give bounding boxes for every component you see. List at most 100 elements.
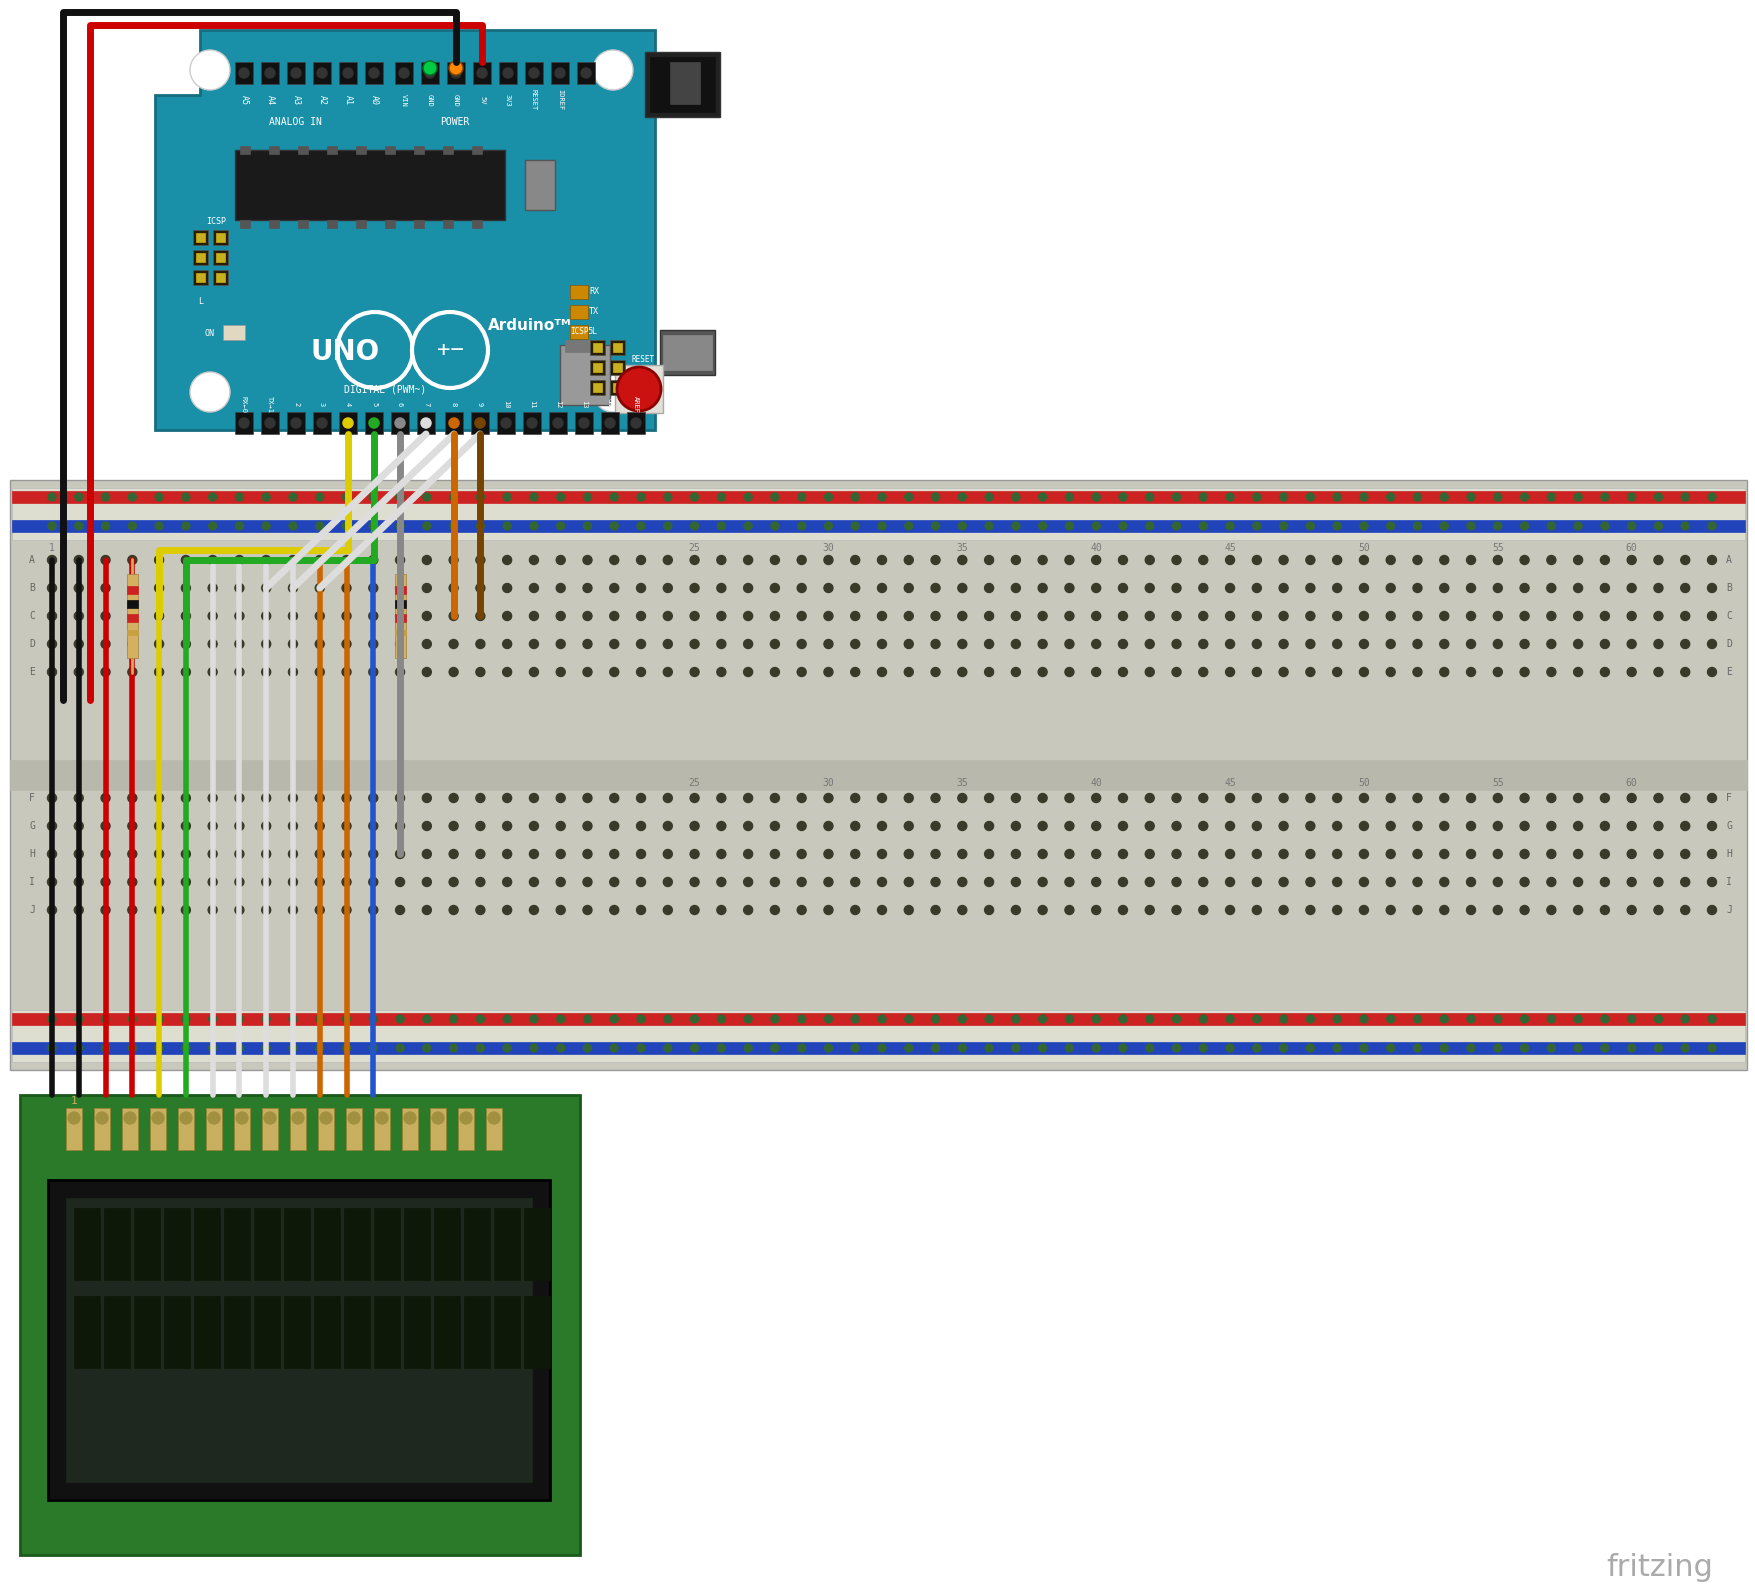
Circle shape (797, 555, 806, 565)
Text: J: J (30, 905, 35, 915)
Circle shape (1172, 793, 1181, 803)
Circle shape (1520, 522, 1529, 530)
Circle shape (904, 640, 913, 648)
Circle shape (1681, 793, 1690, 803)
Circle shape (342, 555, 351, 565)
Circle shape (637, 611, 646, 621)
Circle shape (1172, 584, 1181, 592)
Circle shape (718, 522, 725, 530)
Bar (611, 340, 625, 354)
Circle shape (1467, 640, 1476, 648)
Text: fritzing: fritzing (1606, 1553, 1713, 1583)
Circle shape (342, 611, 351, 621)
Circle shape (1494, 1044, 1502, 1052)
Circle shape (637, 522, 646, 530)
Circle shape (1681, 1044, 1690, 1052)
Circle shape (74, 555, 82, 565)
Circle shape (1011, 849, 1020, 859)
Circle shape (502, 584, 512, 592)
Circle shape (369, 418, 379, 428)
Circle shape (878, 905, 886, 915)
Circle shape (369, 793, 377, 803)
Circle shape (1681, 555, 1690, 565)
Circle shape (1092, 905, 1100, 915)
Circle shape (609, 555, 620, 565)
Circle shape (904, 555, 913, 565)
Circle shape (1279, 905, 1288, 915)
Circle shape (1520, 849, 1529, 859)
Bar (74, 1296, 100, 1368)
Circle shape (342, 849, 351, 859)
Circle shape (1334, 522, 1341, 530)
Circle shape (1172, 905, 1181, 915)
Text: F: F (1727, 793, 1732, 803)
Circle shape (1013, 493, 1020, 501)
Circle shape (878, 849, 886, 859)
Circle shape (128, 878, 137, 886)
Circle shape (235, 640, 244, 648)
Circle shape (825, 522, 832, 530)
Circle shape (985, 878, 993, 886)
Bar (163, 1208, 190, 1280)
Bar (128, 586, 139, 594)
Circle shape (1146, 555, 1155, 565)
Circle shape (261, 1015, 270, 1023)
Circle shape (47, 793, 56, 803)
Circle shape (851, 1015, 860, 1023)
Circle shape (1574, 878, 1583, 886)
Circle shape (460, 1112, 472, 1124)
Circle shape (1494, 1015, 1502, 1023)
Circle shape (637, 640, 646, 648)
Circle shape (316, 584, 325, 592)
Circle shape (1574, 667, 1583, 677)
Circle shape (1653, 640, 1664, 648)
Circle shape (1172, 1015, 1181, 1023)
Circle shape (530, 905, 539, 915)
Circle shape (904, 584, 913, 592)
Circle shape (261, 905, 270, 915)
Circle shape (1413, 493, 1422, 501)
Circle shape (102, 611, 111, 621)
Circle shape (1146, 878, 1155, 886)
Circle shape (1120, 493, 1127, 501)
Circle shape (1574, 849, 1583, 859)
Circle shape (851, 667, 860, 677)
Bar (104, 1296, 130, 1368)
Circle shape (318, 69, 326, 78)
Circle shape (128, 1044, 137, 1052)
Circle shape (851, 493, 860, 501)
Circle shape (1494, 822, 1502, 830)
Circle shape (716, 878, 727, 886)
Bar (391, 412, 409, 434)
Bar (365, 412, 383, 434)
Bar (197, 254, 205, 262)
Circle shape (851, 878, 860, 886)
Circle shape (530, 849, 539, 859)
Bar (470, 412, 490, 434)
Circle shape (1386, 905, 1395, 915)
Circle shape (395, 555, 405, 565)
Circle shape (609, 905, 620, 915)
Circle shape (47, 667, 56, 677)
Circle shape (209, 1015, 216, 1023)
Circle shape (504, 1015, 511, 1023)
Circle shape (932, 555, 941, 565)
Circle shape (611, 1015, 618, 1023)
Bar (235, 412, 253, 434)
Circle shape (878, 793, 886, 803)
Circle shape (1092, 822, 1100, 830)
Bar (402, 1108, 418, 1151)
Text: 40: 40 (1090, 777, 1102, 788)
Circle shape (583, 878, 591, 886)
Circle shape (502, 555, 512, 565)
Circle shape (1334, 1044, 1341, 1052)
Circle shape (316, 822, 325, 830)
Circle shape (1601, 849, 1609, 859)
Circle shape (1172, 522, 1181, 530)
Text: E: E (30, 667, 35, 677)
Circle shape (1332, 584, 1341, 592)
Text: H: H (1727, 849, 1732, 859)
Circle shape (397, 522, 404, 530)
Circle shape (716, 667, 727, 677)
Bar (593, 383, 602, 393)
